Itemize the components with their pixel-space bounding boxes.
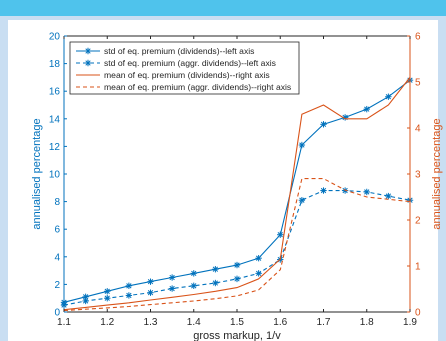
legend-label-3: mean of eq. premium (dividends)--right a… [104, 70, 270, 80]
right-y-axis-label: annualised percentage [431, 118, 443, 229]
legend-label-2: std of eq. premium (aggr. dividends)--le… [104, 58, 276, 68]
left-y-tick-label-3: 4 [54, 252, 60, 263]
data-point-s2-8 [212, 279, 219, 287]
data-point-s2-15 [363, 188, 370, 196]
x-tick-label-7: 1.7 [317, 317, 331, 328]
data-point-s1-5 [147, 278, 154, 285]
data-point-s2-2 [82, 297, 89, 305]
x-tick-label-3: 1.3 [144, 317, 158, 328]
data-point-s1-9 [233, 261, 241, 269]
right-y-tick-label-5: 4 [415, 124, 421, 135]
series-line-4 [63, 178, 411, 312]
x-tick-label-2: 1.2 [100, 317, 114, 328]
left-y-tick-label-10: 18 [49, 59, 61, 70]
left-y-tick-label-6: 10 [49, 170, 61, 181]
data-point-s2-3 [104, 295, 111, 302]
left-y-axis-label: annualised percentage [31, 118, 43, 229]
data-point-s2-7 [190, 282, 197, 289]
right-y-tick-label-4: 3 [415, 170, 421, 181]
left-y-tick-label-8: 14 [49, 114, 61, 125]
left-y-tick-label-4: 6 [54, 225, 60, 236]
left-y-tick-label-9: 16 [49, 87, 61, 98]
x-tick-label-9: 1.9 [403, 317, 417, 328]
data-point-s2-16 [385, 192, 392, 200]
series-line-3 [63, 77, 411, 311]
data-point-s2-9 [233, 275, 241, 283]
legend-box [69, 41, 300, 95]
data-point-s1-8 [212, 266, 219, 273]
right-y-tick-label-1: 0 [415, 308, 421, 319]
x-tick-label-6: 1.6 [273, 317, 287, 328]
data-point-s1-11 [277, 231, 284, 238]
legend-label-4: mean of eq. premium (aggr. dividends)--r… [104, 82, 291, 92]
x-tick-label-8: 1.8 [360, 317, 374, 328]
data-point-s2-13 [320, 187, 327, 194]
data-point-s1-6 [168, 274, 176, 281]
data-point-s1-4 [125, 282, 133, 289]
legend: std of eq. premium (dividends)--left axi… [69, 41, 300, 95]
legend-marker-2 [84, 59, 92, 67]
right-y-tick-label-6: 5 [415, 78, 421, 89]
data-point-s1-7 [190, 270, 197, 277]
data-point-s1-10 [255, 254, 262, 262]
x-tick-label-5: 1.5 [230, 317, 244, 328]
x-tick-label-4: 1.4 [187, 317, 201, 328]
x-axis-label: gross markup, 1/v [193, 330, 281, 341]
ticks-layer: 1.1 1.2 1.3 1.4 1.5 1.6 1.7 1.8 1.90246810121416… [49, 32, 421, 329]
left-y-tick-label-2: 2 [54, 280, 60, 291]
left-y-tick-label-11: 20 [49, 32, 61, 43]
right-y-tick-label-3: 2 [415, 216, 421, 227]
legend-marker-1 [84, 47, 92, 55]
data-point-s2-5 [147, 289, 154, 296]
left-y-tick-label-7: 12 [49, 142, 61, 153]
data-point-s2-10 [255, 270, 262, 277]
data-point-s1-15 [363, 105, 370, 113]
right-y-tick-label-2: 1 [415, 262, 421, 273]
x-tick-label-1: 1.1 [57, 317, 71, 328]
data-point-s2-4 [125, 292, 133, 299]
legend-label-1: std of eq. premium (dividends)--left axi… [104, 46, 254, 56]
data-point-s1-12 [298, 141, 306, 149]
data-point-s1-3 [104, 288, 111, 295]
data-point-s2-6 [168, 285, 176, 292]
data-point-s2-12 [298, 197, 306, 204]
left-y-tick-label-1: 0 [54, 308, 60, 319]
right-y-tick-label-7: 6 [415, 32, 421, 43]
data-point-s1-16 [385, 93, 392, 100]
data-point-s1-13 [320, 121, 327, 128]
left-y-tick-label-5: 8 [54, 197, 60, 208]
